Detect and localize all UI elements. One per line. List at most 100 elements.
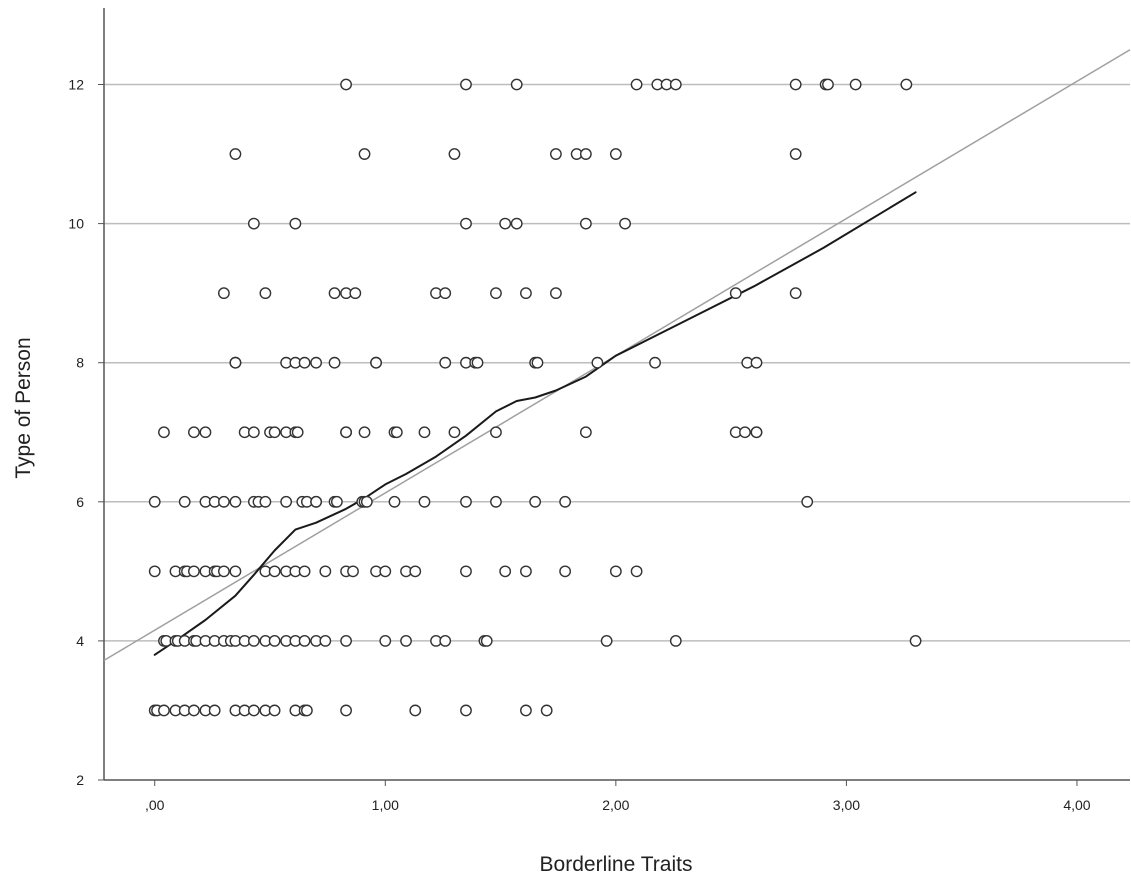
data-point (291, 426, 304, 439)
data-point (188, 426, 200, 439)
data-point (490, 495, 502, 508)
data-point (229, 148, 242, 160)
data-point (490, 287, 502, 300)
data-point (900, 78, 913, 91)
x-tick-label: 3,00 (833, 797, 860, 813)
y-tick-label: 4 (76, 633, 84, 649)
data-point (360, 495, 373, 508)
data-point (448, 426, 461, 439)
data-point (540, 704, 553, 717)
data-point (789, 148, 802, 160)
data-point (319, 565, 332, 578)
data-point (259, 495, 272, 508)
data-point (148, 565, 161, 578)
data-point (418, 426, 431, 439)
data-point (789, 78, 802, 91)
data-point (619, 217, 631, 230)
y-tick-label: 12 (68, 77, 84, 93)
data-point (199, 426, 212, 439)
data-point (379, 565, 392, 578)
data-point (347, 565, 359, 578)
data-point (268, 635, 281, 647)
data-point (579, 217, 592, 230)
data-point (439, 287, 452, 300)
data-point (340, 426, 352, 439)
data-point (400, 635, 412, 647)
data-point (188, 704, 200, 717)
data-point (531, 356, 544, 369)
data-point (217, 565, 230, 578)
data-point (370, 356, 382, 369)
data-point (268, 704, 281, 717)
data-point (229, 495, 242, 508)
data-point (600, 635, 613, 647)
grid-lines (104, 83, 1130, 642)
data-point (148, 495, 161, 508)
y-tick-label: 2 (76, 772, 84, 788)
data-point (188, 565, 200, 578)
data-point (300, 704, 313, 717)
data-point (520, 287, 532, 300)
data-point (217, 287, 230, 300)
data-point (750, 426, 763, 439)
x-tick-label: 1,00 (372, 797, 399, 813)
data-point (319, 635, 332, 647)
data-point (208, 704, 221, 717)
axes (103, 8, 1130, 781)
data-point (669, 635, 682, 647)
data-point (630, 565, 643, 578)
data-point (669, 78, 682, 91)
data-point (559, 565, 572, 578)
data-point (229, 565, 242, 578)
data-point (388, 495, 401, 508)
data-point (340, 78, 352, 91)
data-point (358, 426, 371, 439)
y-tick-label: 6 (76, 494, 84, 510)
data-point (801, 495, 814, 508)
data-point (409, 565, 422, 578)
y-tick-label: 8 (76, 355, 84, 371)
data-point (729, 287, 742, 300)
x-axis-title: Borderline Traits (540, 853, 693, 876)
data-point (448, 148, 461, 160)
x-tick-label: 2,00 (602, 797, 629, 813)
data-point (499, 565, 512, 578)
data-point (247, 704, 260, 717)
data-point (178, 495, 191, 508)
data-point (229, 356, 242, 369)
data-point (909, 635, 922, 647)
y-axis-title: Type of Person (12, 337, 35, 478)
data-point (550, 148, 562, 160)
tick-labels: 2 4 6 8 10 12 ,00 1,00 2,00 3,00 4,00 (68, 77, 1090, 813)
data-point (579, 426, 592, 439)
data-point (328, 356, 341, 369)
data-point (822, 78, 834, 91)
data-point (349, 287, 362, 300)
data-point (247, 426, 260, 439)
data-point (499, 217, 512, 230)
data-point (280, 495, 293, 508)
data-points (148, 78, 922, 717)
data-point (550, 287, 562, 300)
data-point (358, 148, 371, 160)
x-tick-label: ,00 (145, 797, 165, 813)
data-point (529, 495, 542, 508)
y-tick-label: 10 (68, 216, 84, 232)
data-point (409, 704, 422, 717)
data-point (439, 635, 452, 647)
x-tick-label: 4,00 (1063, 797, 1090, 813)
data-point (750, 356, 763, 369)
data-point (268, 565, 281, 578)
data-point (340, 704, 352, 717)
data-point (559, 495, 572, 508)
data-point (510, 78, 523, 91)
data-point (471, 356, 484, 369)
data-point (460, 495, 472, 508)
data-point (480, 635, 493, 647)
data-point (247, 635, 260, 647)
data-point (630, 78, 643, 91)
data-point (789, 287, 802, 300)
data-point (739, 426, 751, 439)
